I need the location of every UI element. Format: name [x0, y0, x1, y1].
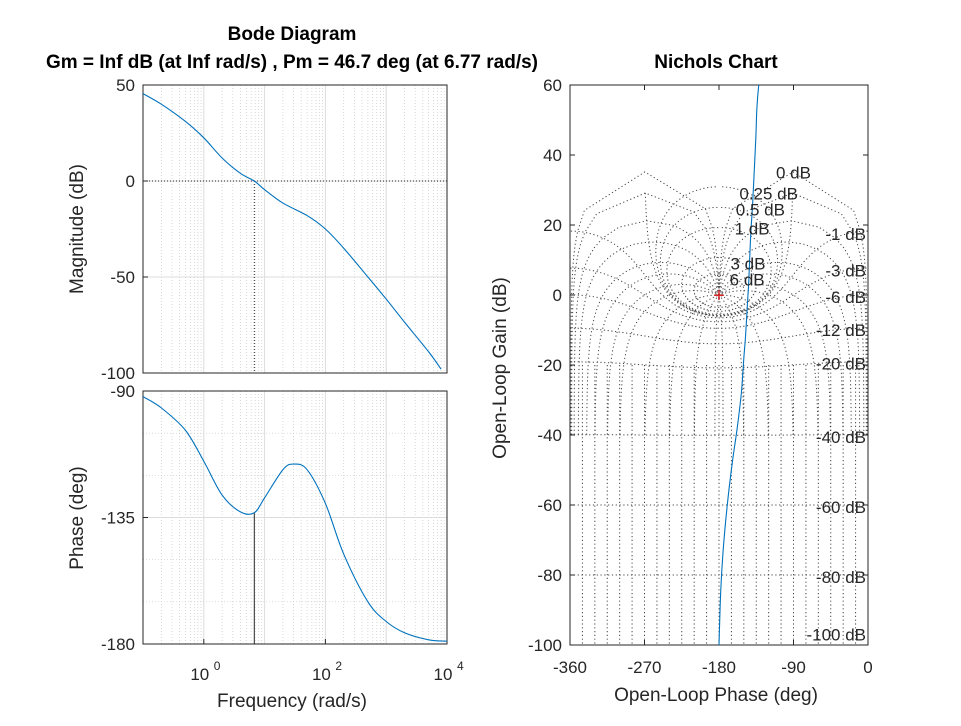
nichols-grid	[570, 171, 868, 645]
nichols-x-tick-label: -180	[702, 658, 736, 677]
nichols-grid-label: 1 dB	[735, 220, 770, 239]
nichols-isogain-line	[681, 257, 757, 312]
magnitude-curve	[142, 93, 442, 370]
nichols-isophase-line	[718, 284, 831, 435]
nichols-isogain-line	[655, 186, 783, 317]
magnitude-y-ticks: 50 0 -50 -100	[101, 76, 148, 383]
nichols-isophase-line	[719, 294, 769, 436]
phase-ylabel: Phase (deg)	[67, 466, 88, 570]
magnitude-y-tick-label: -100	[101, 364, 135, 383]
nichols-y-tick-label: -80	[537, 566, 562, 585]
nichols-y-tick-label: -20	[537, 356, 562, 375]
nichols-axes[interactable]: -360 -270 -180 -90 0 60 40 20 0 -20 -40 -60 -80 -100 …	[490, 76, 873, 706]
magnitude-grid	[142, 84, 447, 374]
nichols-isolines	[570, 171, 868, 645]
nichols-grid-label: 0 dB	[776, 164, 811, 183]
nichols-x-tick-label: -360	[553, 658, 587, 677]
bode-xlabel: Frequency (rad/s)	[217, 691, 367, 712]
nichols-x-tick-label: 0	[863, 658, 872, 677]
nichols-y-tick-label: 20	[543, 216, 562, 235]
magnitude-y-tick-label: 50	[116, 76, 135, 95]
nichols-grid-label: 0.5 dB	[736, 200, 785, 219]
nichols-isophase-line	[718, 294, 745, 436]
phase-y-ticks: -90 -135 -180	[101, 382, 148, 654]
critical-point-marker: +	[713, 285, 725, 307]
nichols-grid-label: -100 dB	[806, 626, 866, 645]
nichols-isogain-line	[570, 230, 868, 319]
nichols-isophase-line	[570, 171, 720, 435]
nichols-x-tick-label: -90	[781, 658, 806, 677]
phase-x-tick-exponent: 0	[214, 659, 221, 673]
magnitude-y-tick-label: 0	[126, 172, 135, 191]
nichols-grid-label: -80 dB	[816, 568, 866, 587]
nichols-isophase-line	[619, 290, 719, 435]
phase-curve	[142, 396, 448, 642]
nichols-title: Nichols Chart	[654, 52, 778, 73]
nichols-isogain-line	[570, 361, 868, 369]
phase-x-ticks: 10 0 10 2 10 4	[190, 639, 464, 684]
nichols-grid-labels: 0 dB 0.25 dB0.5 dB1 dB -1 dB 3 dB6 dB -3 dB -…	[730, 164, 866, 645]
phase-x-tick-exponent: 4	[457, 659, 464, 673]
phase-grid	[142, 390, 447, 645]
nichols-isophase-line	[577, 241, 720, 435]
nichols-isogain-line	[659, 206, 779, 316]
nichols-isophase-line	[594, 273, 720, 435]
nichols-0db-line	[644, 192, 794, 317]
nichols-y-tick-label: 60	[543, 76, 562, 95]
nichols-ylabel: Open-Loop Gain (dB)	[490, 277, 511, 459]
bode-title: Bode Diagram	[228, 24, 357, 45]
bode-subtitle: Gm = Inf dB (at Inf rad/s) , Pm = 46.7 d…	[46, 52, 538, 73]
nichols-grid-label: -1 dB	[825, 225, 866, 244]
nichols-isophase-line	[719, 290, 819, 435]
nichols-isophase-line	[714, 294, 720, 436]
magnitude-frame	[142, 84, 448, 374]
nichols-y-tick-label: 0	[553, 286, 562, 305]
nichols-xlabel: Open-Loop Phase (deg)	[614, 685, 818, 706]
nichols-grid-label: -3 dB	[825, 262, 866, 281]
magnitude-y-tick-label: -50	[110, 268, 135, 287]
nichols-y-tick-label: -40	[537, 426, 562, 445]
nichols-isogain-line	[666, 227, 772, 315]
nichols-isophase-line	[718, 273, 844, 435]
nichols-isophase-line	[571, 192, 720, 435]
magnitude-axes[interactable]: 50 0 -50 -100 Magnitude (dB)	[67, 76, 448, 383]
nichols-isogain-line	[693, 273, 745, 308]
nichols-isophase-line	[693, 294, 720, 436]
nichols-isophase-line	[718, 261, 852, 435]
nichols-isogain-line	[570, 327, 868, 345]
nichols-ticks: -360 -270 -180 -90 0 60 40 20 0 -20 -40 -60 -80 -100	[528, 76, 873, 677]
nichols-isophase-line	[573, 220, 720, 435]
phase-x-tick-label: 10	[434, 665, 453, 684]
nichols-grid-label: 0.25 dB	[739, 185, 798, 204]
nichols-y-tick-label: 40	[543, 146, 562, 165]
nichols-isophase-line	[586, 261, 720, 435]
nichols-isophase-line	[669, 294, 719, 436]
nichols-y-tick-label: -100	[528, 636, 562, 655]
nichols-grid-label: -20 dB	[816, 354, 866, 373]
phase-x-tick-label: 10	[190, 665, 209, 684]
phase-x-tick-exponent: 2	[335, 659, 342, 673]
nichols-grid-label: -40 dB	[816, 428, 866, 447]
magnitude-ylabel: Magnitude (dB)	[67, 164, 88, 294]
phase-x-tick-label: 10	[312, 665, 331, 684]
nichols-x-tick-label: -270	[627, 658, 661, 677]
nichols-grid-label: 3 dB	[730, 255, 765, 274]
phase-y-tick-label: -180	[101, 635, 135, 654]
nichols-isophase-line	[607, 284, 720, 435]
nichols-isophase-line	[718, 294, 724, 436]
nichols-grid-label: -60 dB	[816, 498, 866, 517]
nichols-grid-label: -6 dB	[825, 288, 866, 307]
nichols-curve	[718, 84, 760, 646]
phase-y-tick-label: -135	[101, 509, 135, 528]
phase-y-tick-label: -90	[110, 382, 135, 401]
phase-axes[interactable]: -90 -135 -180 10 0 10 2 10 4 Phase (deg) Freque…	[67, 382, 464, 712]
nichols-grid-label: -12 dB	[816, 321, 866, 340]
nichols-y-tick-label: -60	[537, 496, 562, 515]
nichols-grid-label: 6 dB	[730, 270, 765, 289]
